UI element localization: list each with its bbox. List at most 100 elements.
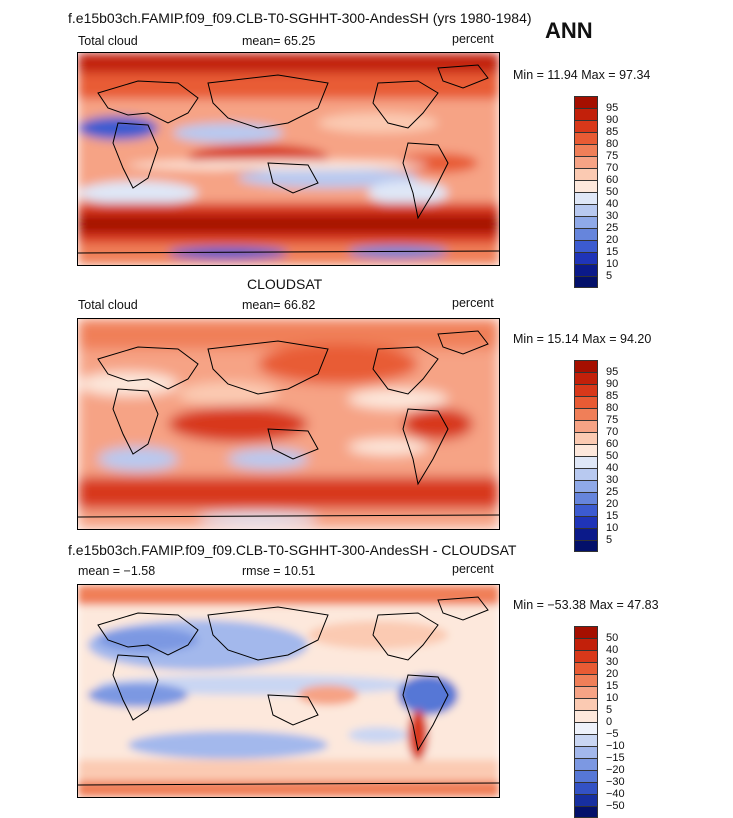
colorbar-swatch bbox=[574, 120, 598, 132]
colorbar-swatch bbox=[574, 240, 598, 252]
colorbar-swatch bbox=[574, 528, 598, 540]
colorbar-tick: 5 bbox=[606, 534, 613, 546]
colorbar-tick: 85 bbox=[606, 390, 619, 402]
colorbar-swatch bbox=[574, 770, 598, 782]
panel3-units: percent bbox=[452, 562, 494, 576]
colorbar-swatch bbox=[574, 168, 598, 180]
colorbar-tick: 50 bbox=[606, 450, 619, 462]
panel1-map bbox=[77, 52, 500, 266]
colorbar-tick: −40 bbox=[606, 788, 625, 800]
panel2-map bbox=[77, 318, 500, 530]
panel3-rmse: rmse = 10.51 bbox=[242, 564, 316, 578]
panel2-variable-label: Total cloud bbox=[78, 298, 138, 312]
panel1-mean: mean= 65.25 bbox=[242, 34, 316, 48]
colorbar-tick: 20 bbox=[606, 668, 619, 680]
colorbar-swatch bbox=[574, 674, 598, 686]
colorbar-swatch bbox=[574, 228, 598, 240]
panel3-map bbox=[77, 584, 500, 798]
panel3-title: f.e15b03ch.FAMIP.f09_f09.CLB-T0-SGHHT-30… bbox=[68, 542, 517, 558]
colorbar-tick: 40 bbox=[606, 644, 619, 656]
colorbar-tick: 50 bbox=[606, 186, 619, 198]
colorbar-tick: −15 bbox=[606, 752, 625, 764]
colorbar-tick: 75 bbox=[606, 414, 619, 426]
colorbar-swatch bbox=[574, 734, 598, 746]
colorbar-swatch bbox=[574, 698, 598, 710]
colorbar-swatch bbox=[574, 444, 598, 456]
colorbar-tick: −5 bbox=[606, 728, 619, 740]
panel2-mean: mean= 66.82 bbox=[242, 298, 316, 312]
colorbar-swatch bbox=[574, 156, 598, 168]
colorbar-tick: 50 bbox=[606, 632, 619, 644]
colorbar-tick: −50 bbox=[606, 800, 625, 812]
colorbar-swatch bbox=[574, 468, 598, 480]
colorbar-tick: 15 bbox=[606, 246, 619, 258]
colorbar-swatch bbox=[574, 626, 598, 638]
colorbar-tick: 70 bbox=[606, 162, 619, 174]
colorbar-swatch bbox=[574, 650, 598, 662]
colorbar-swatch bbox=[574, 384, 598, 396]
colorbar-tick: 30 bbox=[606, 474, 619, 486]
panel3-minmax: Min = −53.38 Max = 47.83 bbox=[513, 598, 659, 612]
colorbar-swatch bbox=[574, 662, 598, 674]
colorbar-tick: 90 bbox=[606, 378, 619, 390]
season-label: ANN bbox=[545, 18, 593, 43]
colorbar-tick: 40 bbox=[606, 462, 619, 474]
colorbar-tick: 10 bbox=[606, 692, 619, 704]
panel3-mean: mean = −1.58 bbox=[78, 564, 156, 578]
colorbar-swatch bbox=[574, 360, 598, 372]
colorbar-swatch bbox=[574, 108, 598, 120]
colorbar-swatch bbox=[574, 686, 598, 698]
colorbar-swatch bbox=[574, 504, 598, 516]
colorbar-swatch bbox=[574, 372, 598, 384]
run-title: f.e15b03ch.FAMIP.f09_f09.CLB-T0-SGHHT-30… bbox=[68, 10, 532, 26]
colorbar-swatch bbox=[574, 746, 598, 758]
colorbar-swatch bbox=[574, 758, 598, 770]
colorbar-tick: 0 bbox=[606, 716, 613, 728]
panel3-colorbar-ticks: 50 40 30 20 15 10 5 0 −5 −10 −15 −20 −30… bbox=[606, 626, 625, 812]
panel1-units: percent bbox=[452, 32, 494, 46]
panel2-units: percent bbox=[452, 296, 494, 310]
colorbar-tick: −30 bbox=[606, 776, 625, 788]
colorbar-swatch bbox=[574, 204, 598, 216]
colorbar-swatch bbox=[574, 540, 598, 552]
colorbar-swatch bbox=[574, 408, 598, 420]
colorbar-tick: 85 bbox=[606, 126, 619, 138]
colorbar-swatch bbox=[574, 96, 598, 108]
panel2-colorbar bbox=[574, 360, 598, 552]
colorbar-tick: −10 bbox=[606, 740, 625, 752]
colorbar-tick: 30 bbox=[606, 656, 619, 668]
colorbar-swatch bbox=[574, 216, 598, 228]
colorbar-swatch bbox=[574, 432, 598, 444]
colorbar-swatch bbox=[574, 252, 598, 264]
colorbar-swatch bbox=[574, 192, 598, 204]
panel1-colorbar bbox=[574, 96, 598, 288]
colorbar-tick: 20 bbox=[606, 234, 619, 246]
colorbar-swatch bbox=[574, 492, 598, 504]
colorbar-swatch bbox=[574, 782, 598, 794]
colorbar-swatch bbox=[574, 806, 598, 818]
colorbar-swatch bbox=[574, 480, 598, 492]
colorbar-swatch bbox=[574, 516, 598, 528]
colorbar-swatch bbox=[574, 638, 598, 650]
panel1-variable-label: Total cloud bbox=[78, 34, 138, 48]
panel2-title: CLOUDSAT bbox=[247, 276, 323, 292]
colorbar-tick: −20 bbox=[606, 764, 625, 776]
colorbar-tick: 80 bbox=[606, 402, 619, 414]
colorbar-tick: 75 bbox=[606, 150, 619, 162]
colorbar-swatch bbox=[574, 132, 598, 144]
colorbar-tick: 80 bbox=[606, 138, 619, 150]
panel2-minmax: Min = 15.14 Max = 94.20 bbox=[513, 332, 652, 346]
panel1-minmax: Min = 11.94 Max = 97.34 bbox=[513, 68, 651, 82]
colorbar-swatch bbox=[574, 420, 598, 432]
colorbar-tick: 15 bbox=[606, 510, 619, 522]
colorbar-swatch bbox=[574, 396, 598, 408]
colorbar-tick: 90 bbox=[606, 114, 619, 126]
colorbar-swatch bbox=[574, 180, 598, 192]
colorbar-tick: 60 bbox=[606, 438, 619, 450]
colorbar-tick: 95 bbox=[606, 102, 619, 114]
colorbar-swatch bbox=[574, 710, 598, 722]
colorbar-swatch bbox=[574, 794, 598, 806]
colorbar-tick: 10 bbox=[606, 522, 619, 534]
colorbar-swatch bbox=[574, 456, 598, 468]
colorbar-tick: 25 bbox=[606, 486, 619, 498]
